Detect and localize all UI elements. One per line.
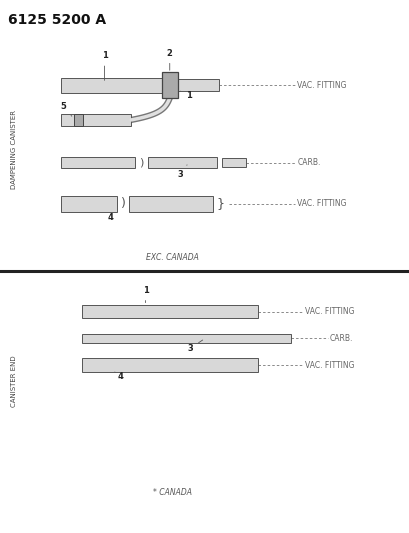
Text: VAC. FITTING: VAC. FITTING <box>305 361 354 369</box>
Text: ): ) <box>139 158 143 167</box>
Bar <box>74 114 83 126</box>
Text: 1: 1 <box>180 91 191 100</box>
Bar <box>61 78 162 93</box>
Text: 1: 1 <box>142 286 148 303</box>
Text: 4: 4 <box>115 372 124 381</box>
Bar <box>61 157 135 168</box>
Text: CARB.: CARB. <box>297 158 320 167</box>
Text: 5: 5 <box>61 102 72 116</box>
Bar <box>82 305 258 319</box>
Bar <box>147 157 217 168</box>
Bar <box>61 196 117 212</box>
Text: DAMPENING CANISTER: DAMPENING CANISTER <box>11 110 17 189</box>
Text: 1: 1 <box>101 52 107 80</box>
Text: CANISTER END: CANISTER END <box>11 356 17 407</box>
Text: 2: 2 <box>166 49 172 70</box>
Text: VAC. FITTING: VAC. FITTING <box>297 81 346 90</box>
Bar <box>162 72 177 98</box>
Text: VAC. FITTING: VAC. FITTING <box>305 308 354 316</box>
Bar <box>129 196 213 212</box>
Text: EXC. CANADA: EXC. CANADA <box>146 253 198 262</box>
Text: 3: 3 <box>187 340 202 352</box>
Text: 3: 3 <box>177 165 187 179</box>
Bar <box>61 114 131 126</box>
Bar <box>82 358 258 372</box>
Text: CARB.: CARB. <box>329 334 353 343</box>
Bar <box>82 334 290 343</box>
Text: 6125 5200 A: 6125 5200 A <box>8 13 106 27</box>
Bar <box>222 158 245 167</box>
Text: VAC. FITTING: VAC. FITTING <box>297 199 346 208</box>
Text: ): ) <box>121 197 126 210</box>
Text: }: } <box>216 197 224 210</box>
Bar <box>177 79 219 91</box>
Text: 4: 4 <box>108 213 113 222</box>
Text: * CANADA: * CANADA <box>152 488 191 497</box>
